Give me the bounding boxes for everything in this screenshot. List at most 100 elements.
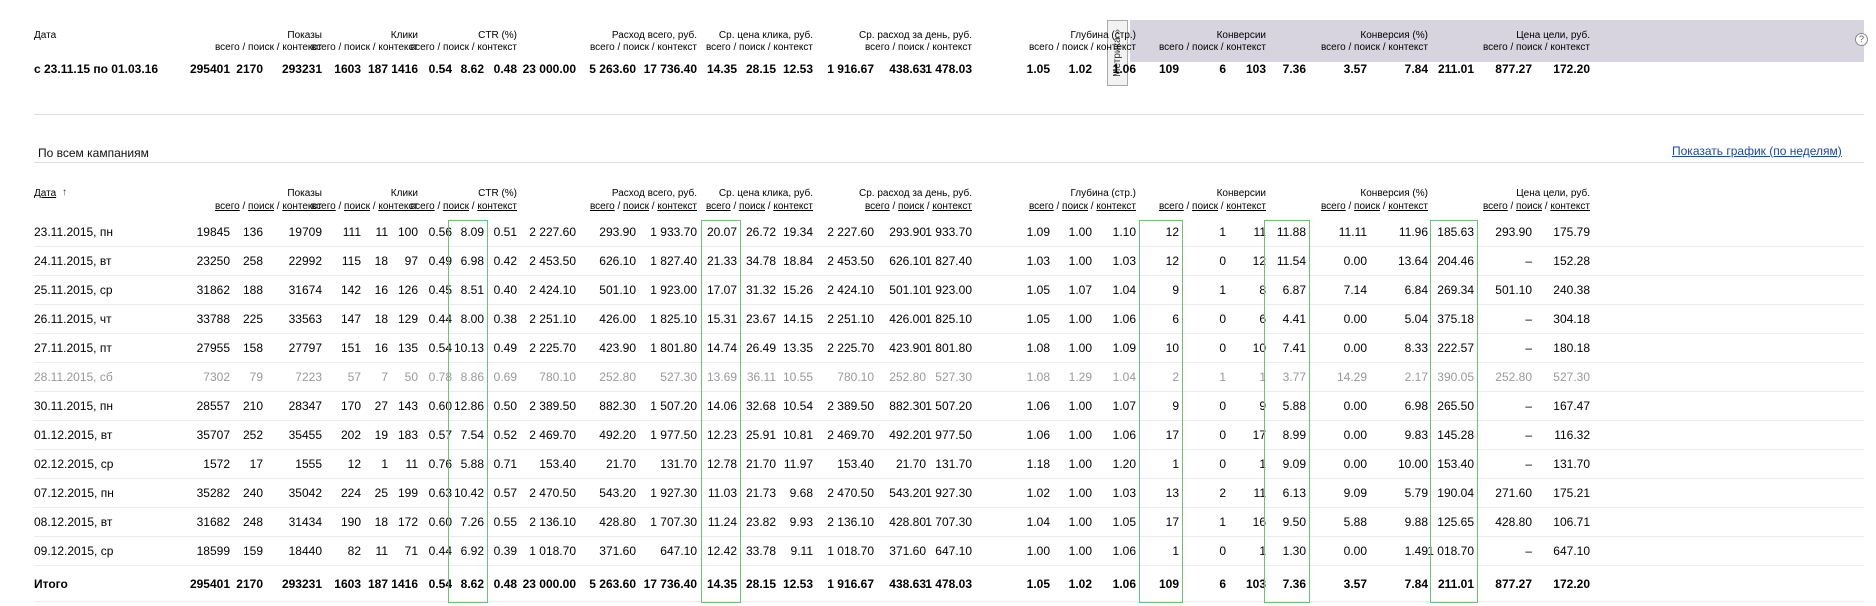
sort-by-total-link[interactable]: всего [409,201,435,212]
sort-by-total-link[interactable]: всего [1482,201,1508,212]
summary-row-label: с 23.11.15 по 01.03.16 [34,62,159,76]
table-cell: 0.56 [428,225,452,239]
total-cell: 172.20 [1553,577,1590,591]
table-cell: 269.34 [1437,283,1474,297]
sort-by-search-link[interactable]: поиск [739,201,765,212]
table-cell: 190.04 [1437,486,1474,500]
table-cell: 131.70 [935,457,972,471]
total-cell: 1603 [334,577,361,591]
table-cell: 131.70 [1553,457,1590,471]
table-cell: 0 [1219,399,1226,413]
table-cell: 0.50 [493,399,517,413]
table-cell: 6.98 [1404,399,1428,413]
sort-by-context-link[interactable]: контекст [932,201,972,212]
table-cell: 1 [1172,544,1179,558]
sort-by-search-link[interactable]: поиск [344,201,370,212]
sort-by-search-link[interactable]: поиск [898,201,924,212]
sort-by-search-link[interactable]: поиск [1516,201,1542,212]
sort-by-context-link[interactable]: контекст [1226,201,1266,212]
table-cell: 1 [381,457,388,471]
table-cell: 1.29 [1068,370,1092,384]
column-highlight-box [701,220,741,603]
separator: / [434,201,444,212]
column-group-subtitle: всего / поиск / контекст [1482,42,1590,53]
table-cell: 1 923.00 [925,283,972,297]
table-cell: 12 [1165,225,1179,239]
sort-by-total-link[interactable]: всего [705,201,731,212]
table-cell: 1.00 [1068,457,1092,471]
table-cell: 21.73 [745,486,776,500]
sort-by-context-link[interactable]: контекст [378,201,418,212]
table-cell: 271.60 [1495,486,1532,500]
table-cell: 6 [1172,312,1179,326]
table-cell: 71 [404,544,418,558]
sort-by-search-link[interactable]: поиск [443,201,469,212]
sort-by-total-link[interactable]: всего [1028,201,1054,212]
sort-by-search-link[interactable]: поиск [248,201,274,212]
table-cell: 780.10 [539,370,576,384]
sort-by-total-link[interactable]: всего [589,201,615,212]
table-cell: 0.00 [1343,312,1367,326]
summary-cell: 12.53 [782,62,813,76]
table-cell: 183 [397,428,418,442]
sort-by-search-link[interactable]: поиск [623,201,649,212]
table-cell: 2.17 [1404,370,1428,384]
sort-by-date-link[interactable]: Дата [34,188,57,199]
sort-by-context-link[interactable]: контекст [773,201,813,212]
table-cell: 13.69 [706,370,737,384]
sort-by-search-link[interactable]: поиск [1192,201,1218,212]
table-cell: 204.46 [1437,254,1474,268]
table-cell: 1 [1219,370,1226,384]
table-cell: 0.49 [428,254,452,268]
table-cell: 19 [374,428,388,442]
sort-by-context-link[interactable]: контекст [282,201,322,212]
table-cell: 31862 [196,283,230,297]
table-cell: 1.05 [1026,283,1050,297]
sort-by-total-link[interactable]: всего [864,201,890,212]
table-cell: 12.78 [706,457,737,471]
table-cell: 0.00 [1343,254,1367,268]
total-cell: 7.36 [1282,577,1306,591]
help-icon[interactable]: ? [1855,33,1868,46]
sort-by-total-link[interactable]: всего [1158,201,1184,212]
sort-by-total-link[interactable]: всего [1320,201,1346,212]
table-cell: 0.42 [493,254,517,268]
table-cell: 428.80 [889,515,926,529]
table-cell: 33.78 [745,544,776,558]
table-cell: 5.88 [460,457,484,471]
table-cell: 14.06 [706,399,737,413]
sort-by-search-link[interactable]: поиск [1354,201,1380,212]
table-cell: 17 [1165,428,1179,442]
sort-by-total-link[interactable]: всего [310,201,336,212]
row-separator [34,304,1864,305]
table-cell: 7.14 [1343,283,1367,297]
table-cell: 428.80 [1495,515,1532,529]
sort-by-search-link[interactable]: поиск [1062,201,1088,212]
column-subheader-links: всего / поиск / контекст [357,201,517,212]
total-cell: 23 000.00 [522,577,576,591]
sort-by-context-link[interactable]: контекст [1550,201,1590,212]
column-subheader-links: всего / поиск / контекст [258,201,418,212]
metrika-toggle-button[interactable]: Метрика » [1107,20,1128,86]
table-cell: 35042 [288,486,322,500]
table-cell: 240.38 [1553,283,1590,297]
table-cell: 1.04 [1026,515,1050,529]
sort-by-context-link[interactable]: контекст [477,201,517,212]
table-cell: 2 470.50 [529,486,576,500]
sort-by-context-link[interactable]: контекст [1096,201,1136,212]
separator: / [468,201,478,212]
table-cell: 1 [1259,370,1266,384]
column-group-subtitle: всего / поиск / контекст [864,42,972,53]
table-cell: 27797 [288,341,322,355]
show-graph-link[interactable]: Показать график (по неделям) [1672,144,1842,158]
table-cell: 9 [1172,399,1179,413]
table-cell: 1.03 [1112,254,1136,268]
row-separator [34,275,1864,276]
table-cell: 9.09 [1282,457,1306,471]
table-cell: 626.10 [889,254,926,268]
sort-by-context-link[interactable]: контекст [657,201,697,212]
sort-by-context-link[interactable]: контекст [1388,201,1428,212]
sort-by-total-link[interactable]: всего [214,201,240,212]
row-date-label: 25.11.2015, ср [34,283,113,297]
table-cell: 222.57 [1437,341,1474,355]
